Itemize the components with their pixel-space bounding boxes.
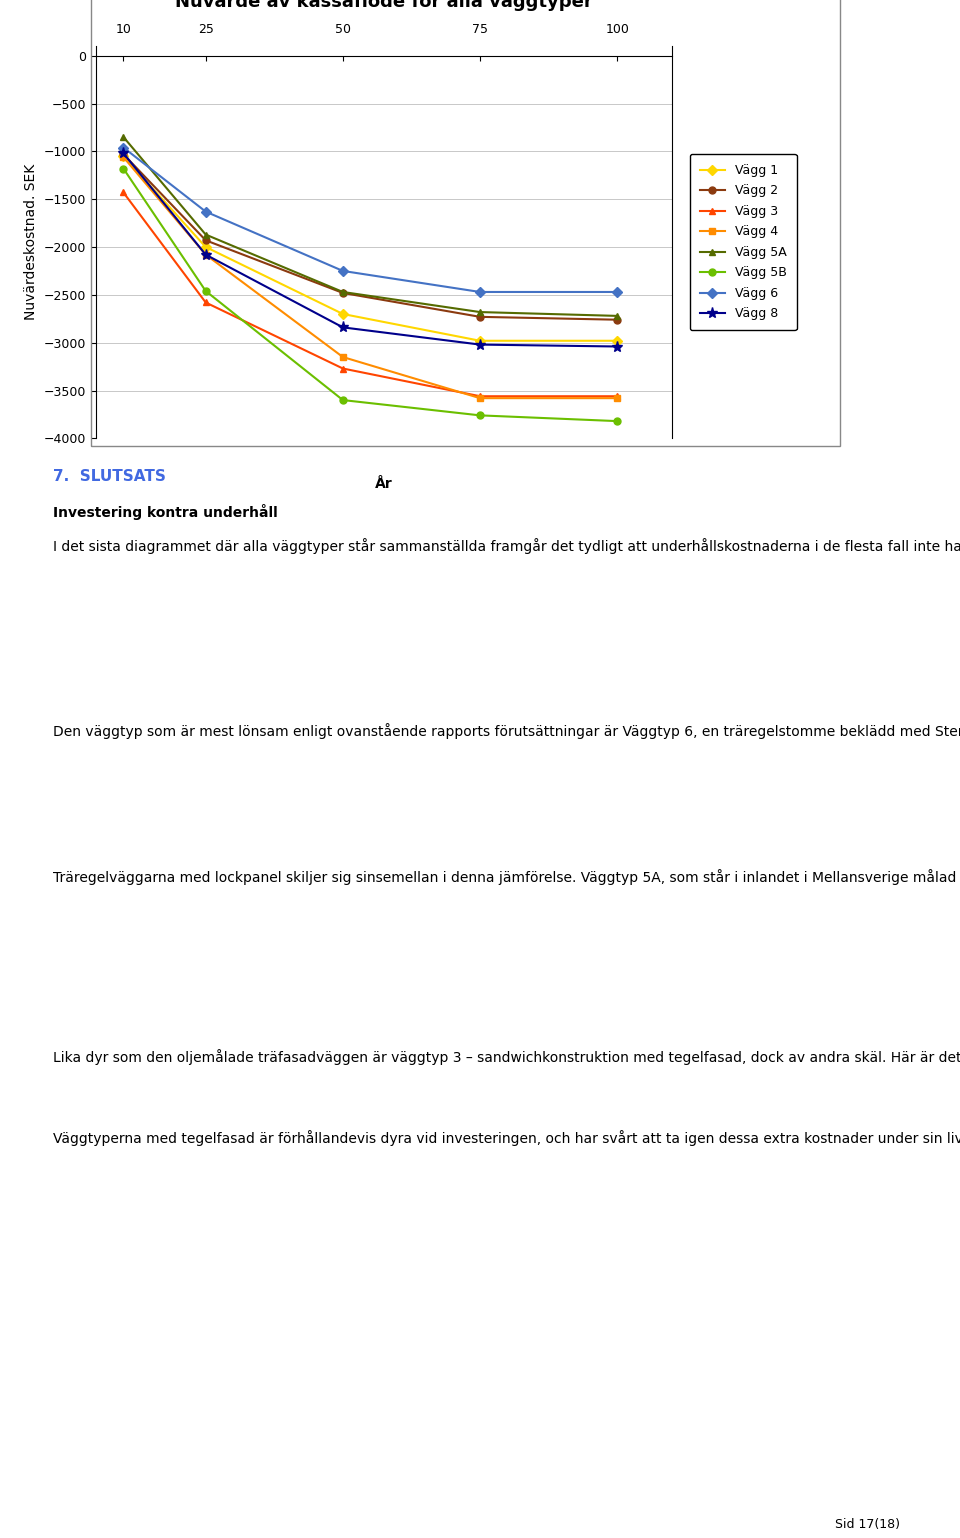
Vägg 1: [200, 238, 211, 257]
Vägg 5A: [474, 303, 486, 321]
Vägg 5B: [474, 406, 486, 424]
Vägg 5A: [612, 306, 623, 325]
Vägg 3: [118, 183, 130, 201]
Line: Vägg 5A: Vägg 5A: [120, 134, 620, 320]
Vägg 5A: [118, 128, 130, 146]
Text: Den väggtyp som är mest lönsam enligt ovanstående rapports förutsättningar är Vä: Den väggtyp som är mest lönsam enligt ov…: [53, 723, 960, 738]
Text: I det sista diagrammet där alla väggtyper står sammanställda framgår det tydligt: I det sista diagrammet där alla väggtype…: [53, 538, 960, 554]
Vägg 5B: [118, 160, 130, 178]
Vägg 1: [118, 148, 130, 166]
Vägg 8: [337, 318, 348, 337]
Vägg 2: [200, 231, 211, 249]
Text: År: År: [375, 477, 393, 491]
Vägg 3: [612, 388, 623, 406]
Vägg 5A: [200, 226, 211, 245]
Text: Väggtyperna med tegelfasad är förhållandevis dyra vid investeringen, och har svå: Väggtyperna med tegelfasad är förhålland…: [53, 1130, 960, 1146]
Vägg 4: [337, 348, 348, 366]
Vägg 8: [118, 145, 130, 163]
Text: Investering kontra underhåll: Investering kontra underhåll: [53, 504, 277, 520]
Vägg 3: [200, 294, 211, 312]
Line: Vägg 1: Vägg 1: [120, 152, 620, 345]
Text: Lika dyr som den oljemålade träfasadväggen är väggtyp 3 – sandwichkonstruktion m: Lika dyr som den oljemålade träfasadvägg…: [53, 1049, 960, 1064]
Vägg 6: [612, 283, 623, 301]
Vägg 2: [118, 145, 130, 163]
Vägg 1: [337, 305, 348, 323]
Line: Vägg 6: Vägg 6: [120, 145, 620, 295]
Vägg 8: [200, 246, 211, 265]
Vägg 6: [118, 138, 130, 157]
Vägg 5B: [200, 281, 211, 300]
Vägg 8: [612, 337, 623, 355]
Vägg 4: [200, 246, 211, 265]
Text: Träregelväggarna med lockpanel skiljer sig sinsemellan i denna jämförelse. Väggt: Träregelväggarna med lockpanel skiljer s…: [53, 869, 960, 884]
Vägg 5B: [612, 412, 623, 431]
Text: Sid 17(18): Sid 17(18): [835, 1518, 900, 1530]
Title: Nuvärde av kassaflöde för alla väggtyper: Nuvärde av kassaflöde för alla väggtyper: [175, 0, 593, 11]
Line: Vägg 8: Vägg 8: [118, 148, 623, 352]
Vägg 1: [612, 332, 623, 351]
Vägg 8: [474, 335, 486, 354]
Vägg 3: [474, 388, 486, 406]
Vägg 4: [118, 148, 130, 166]
Line: Vägg 2: Vägg 2: [120, 151, 620, 323]
Text: 7.  SLUTSATS: 7. SLUTSATS: [53, 469, 166, 484]
Vägg 2: [337, 283, 348, 301]
Vägg 1: [474, 332, 486, 351]
Y-axis label: Nuvärdeskostnad. SEK: Nuvärdeskostnad. SEK: [24, 165, 38, 320]
Vägg 6: [200, 203, 211, 221]
Vägg 5B: [337, 391, 348, 409]
Vägg 4: [612, 389, 623, 408]
Vägg 4: [474, 389, 486, 408]
Vägg 2: [612, 311, 623, 329]
Line: Vägg 4: Vägg 4: [120, 154, 620, 401]
Vägg 6: [337, 261, 348, 280]
Line: Vägg 5B: Vägg 5B: [120, 165, 620, 424]
Vägg 2: [474, 308, 486, 326]
Line: Vägg 3: Vägg 3: [120, 189, 620, 400]
Vägg 5A: [337, 283, 348, 301]
Vägg 3: [337, 360, 348, 378]
Legend: Vägg 1, Vägg 2, Vägg 3, Vägg 4, Vägg 5A, Vägg 5B, Vägg 6, Vägg 8: Vägg 1, Vägg 2, Vägg 3, Vägg 4, Vägg 5A,…: [690, 154, 797, 331]
Vägg 6: [474, 283, 486, 301]
